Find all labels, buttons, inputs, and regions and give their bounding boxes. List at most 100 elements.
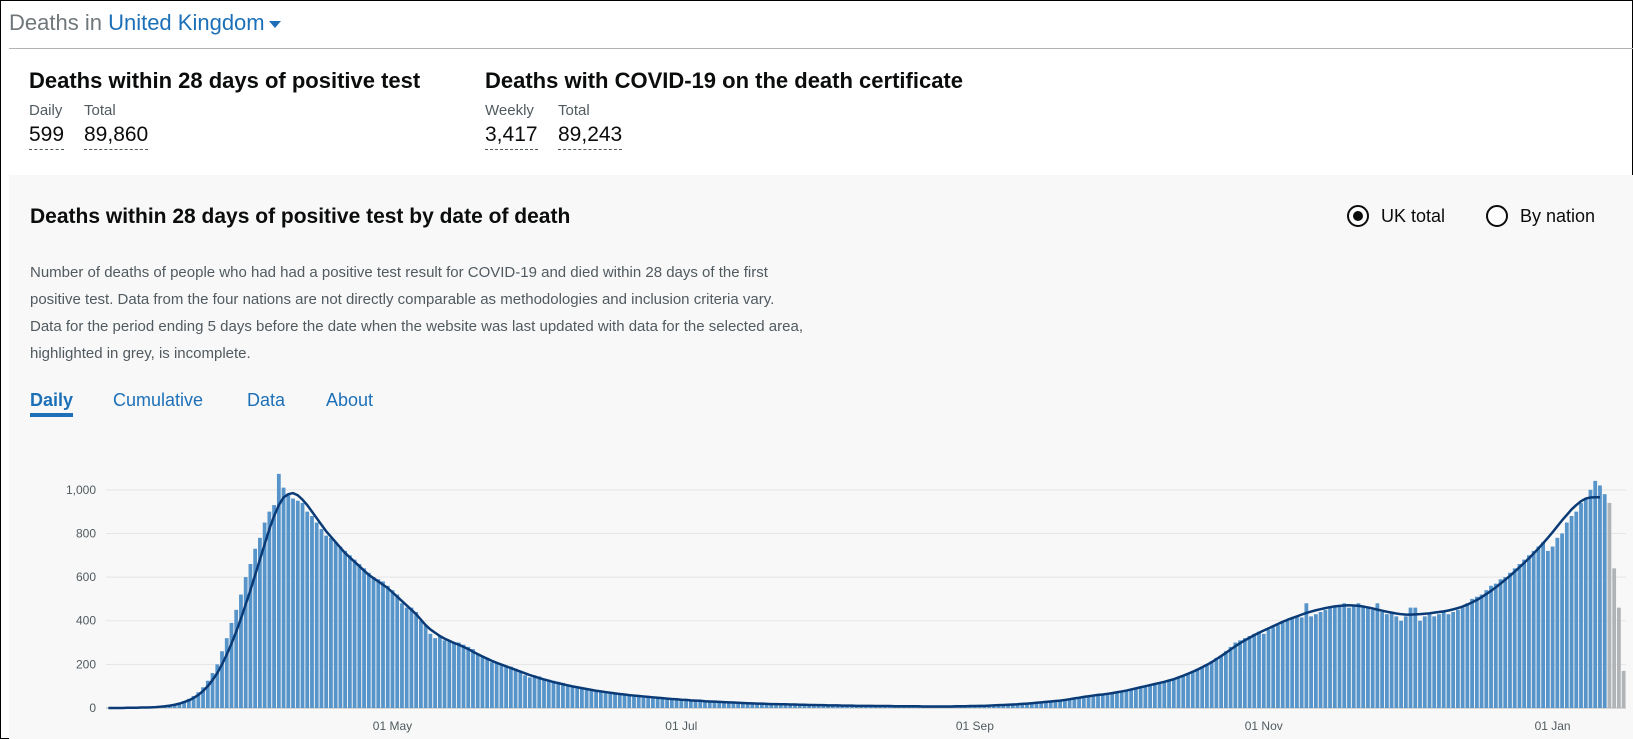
metric-value[interactable]: 599 bbox=[29, 123, 65, 150]
bar bbox=[1252, 633, 1257, 708]
bar bbox=[1545, 550, 1550, 708]
bar bbox=[1053, 701, 1058, 708]
bar bbox=[598, 691, 603, 708]
bar bbox=[224, 638, 229, 708]
bar bbox=[1105, 693, 1110, 708]
bar bbox=[456, 642, 461, 708]
bar bbox=[717, 701, 722, 708]
bar bbox=[579, 687, 584, 708]
area-name[interactable]: United Kingdom bbox=[108, 10, 265, 35]
bar bbox=[182, 701, 187, 708]
bar bbox=[305, 511, 310, 708]
area-selector[interactable]: United Kingdom bbox=[108, 10, 281, 35]
bar bbox=[1318, 612, 1323, 708]
bar bbox=[551, 680, 556, 708]
bar bbox=[542, 678, 546, 708]
bar bbox=[1261, 633, 1266, 708]
bar bbox=[603, 691, 608, 708]
radio-label[interactable]: By nation bbox=[1520, 205, 1596, 226]
bar bbox=[366, 572, 371, 708]
bar bbox=[1067, 699, 1072, 708]
bar bbox=[1295, 616, 1299, 708]
x-tick-label: 01 Sep bbox=[956, 719, 994, 733]
bar bbox=[381, 581, 385, 708]
bar bbox=[778, 704, 783, 708]
bar bbox=[1048, 701, 1053, 708]
bar bbox=[1157, 682, 1162, 708]
bar bbox=[1437, 614, 1441, 708]
tab[interactable]: About bbox=[326, 390, 374, 410]
bar bbox=[1574, 511, 1579, 708]
bar bbox=[1588, 489, 1593, 708]
bar bbox=[1418, 620, 1422, 708]
radio-circle[interactable] bbox=[1347, 205, 1369, 227]
bar bbox=[1470, 598, 1474, 708]
bar bbox=[759, 703, 764, 708]
radio-circle[interactable] bbox=[1486, 205, 1508, 227]
moving-average-line bbox=[108, 491, 1600, 710]
bar bbox=[1441, 612, 1446, 708]
bar bbox=[584, 688, 589, 708]
bar bbox=[570, 686, 575, 708]
bar bbox=[660, 698, 665, 708]
bar bbox=[1006, 704, 1010, 708]
bar bbox=[1361, 605, 1366, 708]
bar bbox=[1119, 691, 1124, 708]
bar bbox=[575, 687, 580, 708]
metric-value[interactable]: 3,417 bbox=[485, 123, 538, 150]
bar bbox=[1484, 590, 1489, 708]
bar bbox=[385, 585, 390, 708]
bar bbox=[1190, 670, 1195, 708]
metric-value[interactable]: 89,860 bbox=[84, 123, 149, 150]
bar bbox=[1370, 609, 1375, 708]
bar bbox=[1531, 550, 1536, 708]
bar bbox=[201, 687, 205, 708]
bar bbox=[1025, 703, 1029, 708]
tab[interactable]: Data bbox=[247, 390, 286, 410]
bar bbox=[1115, 692, 1119, 708]
bar bbox=[1550, 546, 1555, 708]
bar bbox=[651, 697, 655, 708]
bar bbox=[608, 692, 613, 708]
bar bbox=[1479, 594, 1484, 708]
bar bbox=[1058, 700, 1063, 708]
bar bbox=[703, 701, 707, 708]
bar bbox=[1205, 664, 1209, 708]
bar bbox=[802, 704, 807, 708]
bar bbox=[286, 494, 291, 708]
bar bbox=[508, 666, 513, 708]
bar bbox=[276, 473, 281, 708]
bar bbox=[357, 564, 362, 708]
bar bbox=[1091, 695, 1096, 708]
bar bbox=[669, 699, 674, 708]
radio-option[interactable]: UK total bbox=[1347, 205, 1445, 227]
bar bbox=[1612, 568, 1617, 708]
bar bbox=[177, 702, 182, 708]
radio-label[interactable]: UK total bbox=[1381, 205, 1446, 226]
bar bbox=[1313, 614, 1318, 708]
bar bbox=[1266, 629, 1271, 708]
tab[interactable]: Daily bbox=[30, 390, 74, 417]
bar bbox=[310, 516, 314, 708]
bar bbox=[996, 705, 1001, 708]
bar bbox=[755, 703, 759, 708]
description-line: Data for the period ending 5 days before… bbox=[30, 318, 803, 335]
metric-value[interactable]: 89,243 bbox=[558, 123, 623, 150]
bar bbox=[1489, 585, 1493, 708]
bar bbox=[1020, 703, 1025, 708]
bar bbox=[1602, 494, 1607, 708]
bar bbox=[329, 537, 333, 708]
bar bbox=[622, 694, 627, 708]
bar bbox=[1607, 502, 1612, 708]
bar bbox=[750, 703, 755, 708]
bar bbox=[812, 705, 816, 708]
bar bbox=[830, 705, 835, 708]
tab[interactable]: Cumulative bbox=[113, 390, 204, 410]
radio-option[interactable]: By nation bbox=[1486, 205, 1595, 227]
dropdown-caret[interactable] bbox=[268, 20, 281, 28]
bar bbox=[1342, 603, 1347, 708]
bar bbox=[191, 696, 196, 708]
bar bbox=[352, 559, 357, 708]
bar bbox=[314, 522, 319, 708]
bar bbox=[494, 662, 499, 708]
